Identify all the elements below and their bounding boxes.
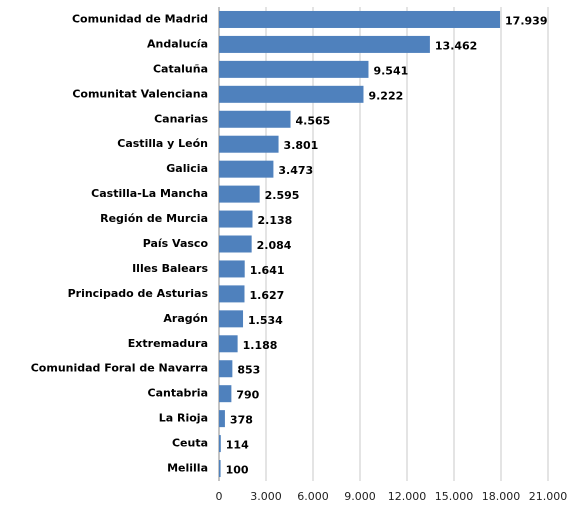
bar [219, 185, 260, 203]
value-label: 1.534 [248, 314, 283, 327]
y-tick-label: Canarias [154, 112, 208, 125]
value-label: 3.473 [278, 164, 313, 177]
x-tick-label: 15.000 [435, 490, 474, 503]
y-tick-label: Castilla y León [117, 137, 208, 150]
bar [219, 285, 245, 303]
y-tick-label: Comunitat Valenciana [72, 87, 208, 100]
y-tick-label: La Rioja [159, 412, 208, 425]
y-tick-label: Cataluña [153, 62, 208, 75]
bar [219, 360, 233, 378]
x-tick-label: 9.000 [344, 490, 376, 503]
value-label: 853 [237, 364, 260, 377]
value-label: 114 [226, 439, 249, 452]
x-tick-label: 21.000 [529, 490, 568, 503]
x-tick-label: 3.000 [250, 490, 282, 503]
x-tick-label: 0 [216, 490, 223, 503]
value-label: 9.541 [373, 64, 408, 77]
bar [219, 160, 274, 178]
bar [219, 135, 279, 153]
bar [219, 85, 364, 103]
y-tick-label: Cantabria [148, 387, 209, 400]
bar [219, 110, 291, 128]
y-tick-label: Principado de Asturias [68, 287, 209, 300]
bar [219, 210, 253, 228]
value-label: 17.939 [505, 14, 547, 27]
bar [219, 435, 221, 453]
y-tick-label: Castilla-La Mancha [91, 187, 208, 200]
value-label: 2.138 [257, 214, 292, 227]
bar [219, 260, 245, 278]
y-tick-label: Comunidad Foral de Navarra [31, 362, 208, 375]
value-label: 1.627 [249, 289, 284, 302]
y-tick-label: Ceuta [172, 437, 208, 450]
value-label: 100 [226, 464, 249, 477]
value-label: 790 [236, 389, 259, 402]
bar [219, 460, 221, 478]
value-label: 2.595 [265, 189, 300, 202]
value-label: 1.641 [250, 264, 285, 277]
x-tick-label: 12.000 [388, 490, 427, 503]
bar [219, 310, 244, 328]
x-tick-label: 6.000 [297, 490, 329, 503]
y-tick-label: Aragón [163, 312, 208, 325]
bar [219, 235, 252, 253]
bar [219, 10, 501, 28]
y-tick-label: Andalucía [147, 37, 208, 50]
value-label: 378 [230, 414, 253, 427]
y-tick-label: Comunidad de Madrid [72, 12, 208, 25]
y-tick-label: Illes Balears [132, 262, 208, 275]
value-label: 13.462 [435, 39, 477, 52]
y-tick-label: País Vasco [143, 237, 209, 250]
value-label: 3.801 [284, 139, 319, 152]
value-label: 2.084 [257, 239, 292, 252]
x-tick-label: 18.000 [482, 490, 521, 503]
y-tick-label: Región de Murcia [100, 212, 208, 225]
bar [219, 385, 232, 403]
y-tick-label: Galicia [166, 162, 208, 175]
y-tick-label: Extremadura [128, 337, 208, 350]
bar [219, 60, 369, 78]
bar [219, 335, 238, 353]
value-label: 9.222 [368, 89, 403, 102]
value-label: 4.565 [296, 114, 331, 127]
bar [219, 35, 430, 53]
y-tick-label: Melilla [167, 462, 208, 475]
bar [219, 410, 225, 428]
value-label: 1.188 [243, 339, 278, 352]
